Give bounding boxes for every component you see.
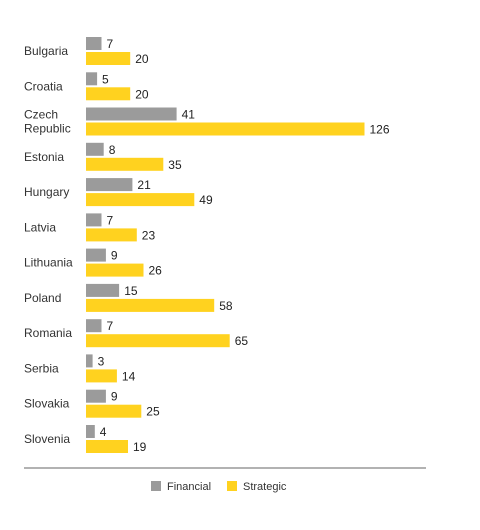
legend: Financial Strategic (151, 481, 287, 493)
data-label-strategic-serbia: 14 (122, 369, 136, 383)
category-label: Croatia (24, 79, 63, 93)
category-label: Estonia (24, 150, 64, 164)
bar-strategic-czech-republic (86, 122, 365, 136)
bar-financial-czech-republic (86, 107, 177, 121)
bar-strategic-romania (86, 334, 230, 348)
bar-group-lithuania: Lithuania 9 26 (24, 248, 163, 278)
bar-strategic-poland (86, 298, 215, 312)
data-label-financial-slovakia: 9 (111, 390, 118, 404)
bar-financial-croatia (86, 72, 98, 86)
category-label: Poland (24, 291, 61, 305)
bar-financial-lithuania (86, 248, 106, 262)
category-label: Lithuania (24, 256, 73, 270)
bar-group-slovenia: Slovenia 4 19 (24, 425, 147, 454)
bar-strategic-estonia (86, 157, 164, 171)
data-label-financial-bulgaria: 7 (107, 37, 114, 51)
bar-strategic-serbia (86, 369, 117, 383)
bar-group-slovakia: Slovakia 9 25 (24, 389, 160, 419)
bar-financial-latvia (86, 213, 102, 227)
legend-label-strategic: Strategic (243, 481, 287, 493)
bar-strategic-croatia (86, 87, 131, 101)
data-label-strategic-slovenia: 19 (133, 440, 147, 454)
bar-strategic-lithuania (86, 263, 144, 277)
data-label-financial-serbia: 3 (98, 354, 105, 368)
legend-swatch-strategic (227, 481, 237, 491)
plot-area: Bulgaria 7 20 Croatia 5 20 Czech Republic 41 126 E… (24, 37, 390, 454)
data-label-strategic-estonia: 35 (168, 158, 182, 172)
bar-strategic-slovenia (86, 440, 128, 453)
bar-financial-romania (86, 319, 102, 333)
category-label: Slovakia (24, 397, 70, 411)
data-label-financial-latvia: 7 (107, 213, 114, 227)
data-label-financial-slovenia: 4 (100, 425, 107, 439)
bar-financial-slovakia (86, 389, 106, 403)
bar-group-poland: Poland 15 58 (24, 283, 233, 313)
data-label-financial-poland: 15 (124, 284, 138, 298)
bar-financial-estonia (86, 142, 104, 156)
data-label-strategic-slovakia: 25 (146, 405, 160, 419)
category-label: Romania (24, 326, 72, 340)
legend-swatch-financial (151, 481, 161, 491)
category-label: Serbia (24, 361, 59, 375)
data-label-strategic-latvia: 23 (142, 228, 156, 242)
category-label: Bulgaria (24, 44, 68, 58)
category-label: Hungary (24, 185, 69, 199)
legend-item-strategic: Strategic (227, 481, 287, 493)
data-label-strategic-romania: 65 (235, 334, 249, 348)
bar-group-hungary: Hungary 21 49 (24, 178, 213, 207)
bar-strategic-hungary (86, 193, 195, 207)
bar-strategic-latvia (86, 228, 137, 242)
data-label-financial-croatia: 5 (102, 72, 109, 86)
bar-financial-slovenia (86, 425, 95, 438)
data-label-financial-romania: 7 (107, 319, 114, 333)
bar-group-croatia: Croatia 5 20 (24, 72, 149, 101)
data-label-financial-estonia: 8 (109, 143, 116, 157)
data-label-strategic-czech-republic: 126 (370, 123, 390, 137)
bar-group-czech-republic: Czech Republic 41 126 (24, 107, 390, 137)
category-label: Czech Republic (24, 108, 71, 136)
data-label-strategic-bulgaria: 20 (135, 52, 149, 66)
category-label: Latvia (24, 220, 56, 234)
bar-financial-hungary (86, 178, 133, 192)
bar-group-latvia: Latvia 7 23 (24, 213, 155, 242)
bar-group-bulgaria: Bulgaria 7 20 (24, 37, 149, 66)
legend-item-financial: Financial (151, 481, 211, 493)
bar-group-estonia: Estonia 8 35 (24, 142, 182, 172)
bar-group-serbia: Serbia 3 14 (24, 354, 136, 383)
data-label-strategic-croatia: 20 (135, 87, 149, 101)
data-label-financial-czech-republic: 41 (182, 108, 196, 122)
data-label-strategic-poland: 58 (219, 299, 233, 313)
data-label-financial-lithuania: 9 (111, 249, 118, 263)
bar-financial-poland (86, 283, 120, 297)
data-label-strategic-lithuania: 26 (149, 264, 163, 278)
bar-financial-serbia (86, 354, 93, 368)
bar-strategic-slovakia (86, 404, 142, 418)
bar-group-romania: Romania 7 65 (24, 319, 248, 348)
bar-financial-bulgaria (86, 37, 102, 50)
legend-label-financial: Financial (167, 481, 211, 493)
category-label: Slovenia (24, 432, 70, 446)
data-label-strategic-hungary: 49 (199, 193, 213, 207)
data-label-financial-hungary: 21 (137, 178, 151, 192)
bar-strategic-bulgaria (86, 52, 131, 65)
